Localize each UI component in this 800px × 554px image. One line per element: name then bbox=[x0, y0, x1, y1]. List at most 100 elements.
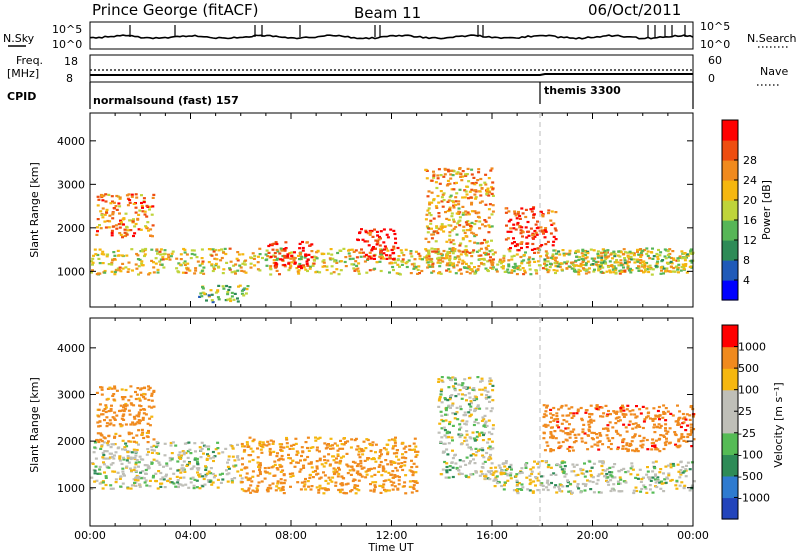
data-cell bbox=[483, 432, 486, 435]
data-cell bbox=[394, 436, 397, 439]
data-cell bbox=[683, 470, 687, 473]
data-cell bbox=[455, 466, 459, 470]
data-cell bbox=[612, 250, 616, 253]
data-cell bbox=[440, 379, 444, 382]
data-cell bbox=[282, 446, 286, 449]
data-cell bbox=[332, 459, 336, 462]
data-cell bbox=[278, 443, 282, 446]
data-cell bbox=[369, 443, 373, 446]
data-cell bbox=[123, 396, 127, 399]
ytick-label: 3000 bbox=[57, 178, 85, 191]
data-cell bbox=[332, 271, 336, 274]
data-cell bbox=[458, 216, 462, 219]
data-cell bbox=[474, 418, 478, 421]
data-cell bbox=[268, 453, 272, 456]
data-cell bbox=[597, 267, 601, 270]
data-cell bbox=[199, 449, 203, 452]
data-cell bbox=[542, 431, 546, 434]
data-cell bbox=[480, 379, 484, 382]
data-cell bbox=[464, 252, 468, 255]
data-cell bbox=[120, 417, 124, 420]
data-cell bbox=[378, 484, 382, 487]
data-cell bbox=[122, 418, 126, 421]
data-cell bbox=[127, 431, 131, 434]
data-cell bbox=[651, 247, 654, 250]
data-cell bbox=[529, 468, 533, 471]
data-cell bbox=[510, 242, 514, 245]
ytick-label: 3000 bbox=[57, 388, 85, 401]
data-cell bbox=[179, 253, 183, 256]
data-cell bbox=[496, 263, 500, 266]
data-cell bbox=[134, 206, 138, 209]
data-cell bbox=[491, 181, 495, 184]
data-cell bbox=[640, 269, 643, 272]
data-cell bbox=[645, 473, 649, 476]
data-cell bbox=[458, 167, 462, 171]
data-cell bbox=[656, 409, 660, 413]
data-cell bbox=[504, 207, 508, 210]
data-cell bbox=[614, 261, 618, 264]
data-cell bbox=[546, 260, 550, 263]
data-cell bbox=[175, 267, 179, 270]
data-cell bbox=[126, 451, 130, 454]
data-cell bbox=[452, 170, 456, 173]
data-cell bbox=[259, 464, 262, 467]
data-cell bbox=[654, 473, 657, 476]
data-cell bbox=[382, 228, 386, 231]
data-cell bbox=[633, 450, 637, 453]
data-cell bbox=[167, 256, 171, 259]
data-cell bbox=[436, 177, 440, 180]
data-cell bbox=[592, 462, 596, 465]
data-cell bbox=[139, 458, 143, 461]
data-cell bbox=[605, 255, 609, 258]
data-cell bbox=[233, 292, 237, 295]
data-cell bbox=[642, 436, 646, 439]
data-cell bbox=[537, 264, 541, 267]
data-cell bbox=[449, 241, 453, 244]
data-cell bbox=[489, 256, 492, 259]
data-cell bbox=[134, 476, 138, 479]
data-cell bbox=[631, 468, 635, 471]
data-cell bbox=[236, 259, 240, 262]
data-cell bbox=[358, 472, 362, 475]
data-cell bbox=[401, 258, 405, 261]
data-cell bbox=[394, 237, 397, 240]
data-cell bbox=[377, 470, 381, 473]
data-cell bbox=[607, 483, 611, 486]
data-cell bbox=[544, 414, 548, 417]
data-cell bbox=[140, 204, 144, 208]
data-cell bbox=[624, 481, 628, 484]
data-cell bbox=[396, 475, 400, 478]
data-cell bbox=[549, 262, 552, 265]
data-cell bbox=[547, 463, 551, 467]
data-cell bbox=[574, 251, 577, 255]
data-cell bbox=[672, 257, 676, 260]
data-cell bbox=[170, 452, 174, 455]
data-cell bbox=[601, 248, 605, 251]
data-cell bbox=[435, 225, 439, 228]
data-cell bbox=[207, 470, 211, 473]
data-cell bbox=[560, 461, 564, 464]
data-cell bbox=[377, 465, 381, 468]
data-cell bbox=[442, 426, 446, 429]
data-cell bbox=[657, 248, 660, 252]
data-cell bbox=[322, 259, 326, 262]
data-cell bbox=[211, 450, 215, 454]
data-cell bbox=[236, 443, 239, 446]
colorbar-tick-label: 4 bbox=[743, 274, 750, 287]
data-cell bbox=[105, 211, 109, 214]
data-cell bbox=[470, 231, 474, 234]
data-cell bbox=[272, 474, 276, 477]
data-cell bbox=[609, 271, 612, 274]
data-cell bbox=[387, 478, 391, 481]
data-cell bbox=[587, 428, 591, 431]
data-cell bbox=[525, 462, 529, 465]
data-cell bbox=[183, 442, 187, 445]
data-cell bbox=[150, 394, 154, 397]
data-cell bbox=[463, 411, 467, 414]
data-cell bbox=[480, 419, 484, 422]
data-cell bbox=[126, 270, 130, 273]
data-cell bbox=[612, 489, 616, 492]
data-cell bbox=[215, 258, 219, 261]
data-cell bbox=[464, 463, 468, 466]
